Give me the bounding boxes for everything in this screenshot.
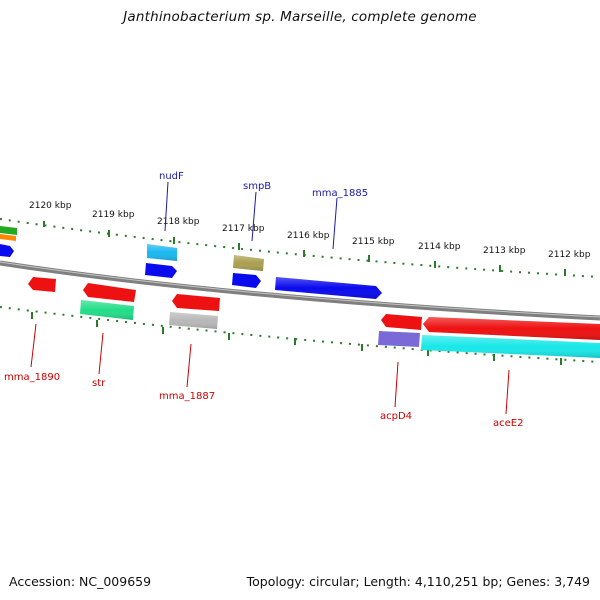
leader-line bbox=[505, 369, 510, 415]
gene-label-mma-1887[interactable]: mma_1887 bbox=[159, 391, 215, 402]
gene-label-str[interactable]: str bbox=[92, 378, 106, 389]
gene-feature[interactable] bbox=[232, 273, 261, 288]
gene-feature[interactable] bbox=[172, 294, 220, 311]
gene-feature[interactable] bbox=[0, 226, 17, 235]
gene-label-mma-1890[interactable]: mma_1890 bbox=[4, 372, 60, 383]
gene-feature[interactable] bbox=[381, 314, 422, 330]
kbp-label: 2114 kbp bbox=[418, 242, 461, 252]
leader-line bbox=[332, 197, 338, 250]
gene-feature[interactable] bbox=[0, 244, 14, 257]
kbp-label: 2119 kbp bbox=[92, 210, 135, 220]
gene-shade bbox=[147, 244, 177, 261]
leader-line bbox=[164, 181, 169, 232]
genome-backbone-highlight bbox=[0, 261, 600, 318]
gene-label-smpb[interactable]: smpB bbox=[243, 181, 271, 192]
gene-shade bbox=[275, 277, 382, 299]
accession-text: Accession: NC_009659 bbox=[9, 574, 152, 589]
gene-feature[interactable] bbox=[378, 331, 420, 347]
gene-shade bbox=[80, 300, 134, 320]
gene-feature[interactable] bbox=[28, 277, 56, 292]
gene-feature[interactable] bbox=[0, 234, 16, 241]
gene-shade bbox=[233, 255, 264, 271]
kbp-label: 2115 kbp bbox=[352, 237, 395, 247]
kbp-scale-labels: 2120 kbp 2119 kbp 2118 kbp 2117 kbp 2116… bbox=[29, 201, 591, 260]
leader-line bbox=[394, 361, 399, 408]
forward-tick-track bbox=[0, 218, 600, 278]
gene-label-mma-1885[interactable]: mma_1885 bbox=[312, 188, 368, 199]
gene-shade bbox=[169, 312, 218, 329]
gene-shade bbox=[421, 335, 600, 358]
leader-line bbox=[98, 332, 104, 375]
reverse-gene-labels: mma_1890 str mma_1887 acpD4 aceE2 bbox=[4, 372, 523, 429]
forward-label-leaders bbox=[164, 181, 338, 250]
leader-line bbox=[251, 191, 257, 242]
leader-line bbox=[30, 323, 37, 368]
gene-shade bbox=[423, 317, 600, 340]
map-title: Janthinobacterium sp. Marseille, complet… bbox=[123, 9, 477, 25]
genome-summary-text: Topology: circular; Length: 4,110,251 bp… bbox=[246, 574, 590, 589]
gene-label-nudf[interactable]: nudF bbox=[159, 171, 184, 182]
kbp-label: 2117 kbp bbox=[222, 224, 265, 234]
reverse-tick-track bbox=[0, 306, 600, 365]
gene-feature[interactable] bbox=[83, 283, 136, 302]
kbp-label: 2113 kbp bbox=[483, 246, 526, 256]
gene-label-acee2[interactable]: aceE2 bbox=[493, 418, 523, 429]
kbp-label: 2118 kbp bbox=[157, 217, 200, 227]
forward-genes bbox=[0, 226, 382, 299]
reverse-label-leaders bbox=[30, 323, 510, 415]
gene-label-acpd4[interactable]: acpD4 bbox=[380, 411, 412, 422]
genome-backbone bbox=[0, 260, 600, 321]
kbp-label: 2112 kbp bbox=[548, 250, 591, 260]
forward-gene-labels: nudF smpB mma_1885 bbox=[159, 171, 368, 199]
kbp-label: 2120 kbp bbox=[29, 201, 72, 211]
kbp-label: 2116 kbp bbox=[287, 231, 330, 241]
reverse-genes bbox=[28, 277, 600, 358]
gene-feature[interactable] bbox=[145, 263, 177, 278]
leader-line bbox=[186, 343, 192, 388]
